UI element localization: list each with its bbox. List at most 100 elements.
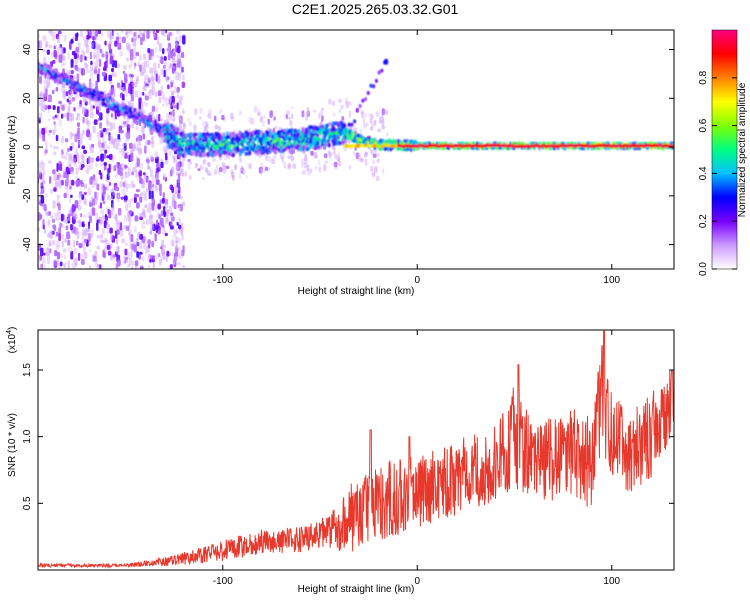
heatmap-noise-cell — [355, 152, 360, 159]
heatmap-noise-cell — [68, 163, 72, 172]
heatmap-noise-cell — [115, 185, 118, 192]
heatmap-noise-cell — [73, 107, 76, 112]
heatmap-noise-cell — [157, 230, 161, 235]
heatmap-noise-cell — [71, 133, 75, 137]
heatmap-noise-cell — [354, 147, 357, 151]
heatmap-noise-cell — [157, 203, 161, 210]
heatmap-noise-cell — [121, 238, 125, 244]
heatmap-noise-cell — [70, 223, 73, 231]
heatmap-noise-cell — [117, 168, 122, 176]
heatmap-noise-cell — [48, 44, 52, 49]
heatmap-noise-cell — [79, 133, 84, 140]
heatmap-noise-cell — [89, 144, 92, 150]
heatmap-noise-cell — [48, 242, 52, 247]
heatmap-noise-cell — [56, 174, 60, 181]
heatmap-noise-cell — [52, 105, 56, 111]
heatmap-noise-cell — [128, 210, 133, 215]
heatmap-noise-cell — [156, 173, 159, 182]
heatmap-noise-cell — [47, 218, 50, 225]
heatmap-noise-cell — [239, 158, 242, 163]
heatmap-noise-cell — [44, 105, 48, 110]
heatmap-noise-cell — [128, 85, 131, 94]
heatmap-noise-cell — [81, 183, 85, 188]
heatmap-noise-cell — [109, 255, 113, 261]
heatmap-noise-cell — [75, 46, 80, 53]
heatmap-noise-cell — [240, 165, 244, 171]
heatmap-noise-cell — [169, 114, 173, 118]
heatmap-noise-cell — [176, 94, 180, 99]
heatmap-noise-cell — [50, 61, 54, 67]
heatmap-noise-cell — [136, 251, 140, 258]
heatmap-noise-cell — [108, 163, 111, 173]
heatmap-noise-cell — [43, 150, 47, 156]
heatmap-noise-cell — [107, 194, 111, 201]
heatmap-noise-cell — [108, 132, 111, 141]
heatmap-noise-cell — [178, 99, 182, 106]
heatmap-noise-cell — [123, 65, 127, 70]
heatmap-noise-cell — [96, 155, 100, 159]
heatmap-noise-cell — [111, 191, 115, 200]
heatmap-noise-cell — [135, 188, 140, 193]
heatmap-noise-cell — [38, 128, 41, 136]
heatmap-noise-cell — [376, 158, 380, 163]
heatmap-noise-cell — [76, 73, 80, 82]
heatmap-noise-cell — [134, 215, 139, 222]
heatmap-noise-cell — [182, 245, 185, 254]
heatmap-noise-cell — [128, 199, 132, 208]
heatmap-noise-cell — [329, 152, 333, 157]
heatmap-noise-cell — [187, 162, 191, 170]
heatmap-noise-cell — [74, 133, 78, 143]
heatmap-noise-cell — [139, 213, 143, 218]
heatmap-noise-cell — [91, 40, 96, 50]
heatmap-noise-cell — [99, 145, 103, 153]
heatmap-noise-cell — [61, 149, 64, 155]
heatmap-ridge-cell — [359, 134, 363, 139]
heatmap-noise-cell — [175, 40, 179, 45]
heatmap-noise-cell — [193, 124, 197, 131]
heatmap-noise-cell — [50, 188, 53, 194]
heatmap-noise-cell — [67, 213, 71, 217]
heatmap-noise-cell — [98, 106, 101, 112]
heatmap-noise-cell — [84, 30, 88, 35]
heatmap-noise-cell — [178, 237, 181, 245]
heatmap-noise-cell — [53, 172, 58, 182]
heatmap-ridge-cell — [208, 142, 212, 147]
heatmap-noise-cell — [70, 179, 75, 186]
heatmap-noise-cell — [214, 168, 217, 176]
heatmap-noise-cell — [58, 222, 62, 227]
heatmap-noise-cell — [175, 164, 178, 171]
heatmap-noise-cell — [85, 118, 89, 125]
heatmap-ridge-cell — [247, 132, 251, 137]
heatmap-noise-cell — [176, 86, 180, 93]
heatmap-ridge-cell — [109, 103, 113, 108]
heatmap-noise-cell — [144, 145, 147, 154]
heatmap-noise-cell — [148, 89, 153, 93]
heatmap-ridge-cell — [309, 144, 313, 149]
heatmap-noise-cell — [230, 169, 234, 174]
heatmap-noise-cell — [176, 162, 181, 172]
heatmap-noise-cell — [56, 252, 60, 260]
heatmap-noise-cell — [108, 74, 113, 82]
heatmap-noise-cell — [345, 101, 349, 109]
heatmap-noise-cell — [146, 30, 150, 39]
heatmap-noise-cell — [379, 116, 382, 124]
heatmap-noise-cell — [80, 153, 84, 160]
heatmap-noise-cell — [64, 218, 68, 224]
heatmap-noise-cell — [92, 174, 96, 181]
heatmap-noise-cell — [39, 214, 43, 220]
heatmap-noise-cell — [147, 166, 152, 171]
heatmap-ridge-cell — [267, 149, 271, 154]
heatmap-noise-cell — [172, 109, 175, 117]
heatmap-noise-cell — [55, 134, 59, 141]
heatmap-ridge-cell — [397, 139, 401, 144]
heatmap-noise-cell — [148, 183, 152, 191]
heatmap-noise-cell — [106, 193, 110, 201]
heatmap-ridge-cell — [328, 121, 332, 126]
heatmap-noise-cell — [74, 262, 77, 268]
heatmap-noise-cell — [86, 120, 90, 126]
heatmap-noise-cell — [162, 103, 165, 107]
heatmap-noise-cell — [139, 176, 142, 184]
colorbar-tick-label: 0.4 — [698, 166, 709, 180]
heatmap-noise-cell — [115, 222, 119, 230]
heatmap-noise-cell — [102, 143, 105, 152]
